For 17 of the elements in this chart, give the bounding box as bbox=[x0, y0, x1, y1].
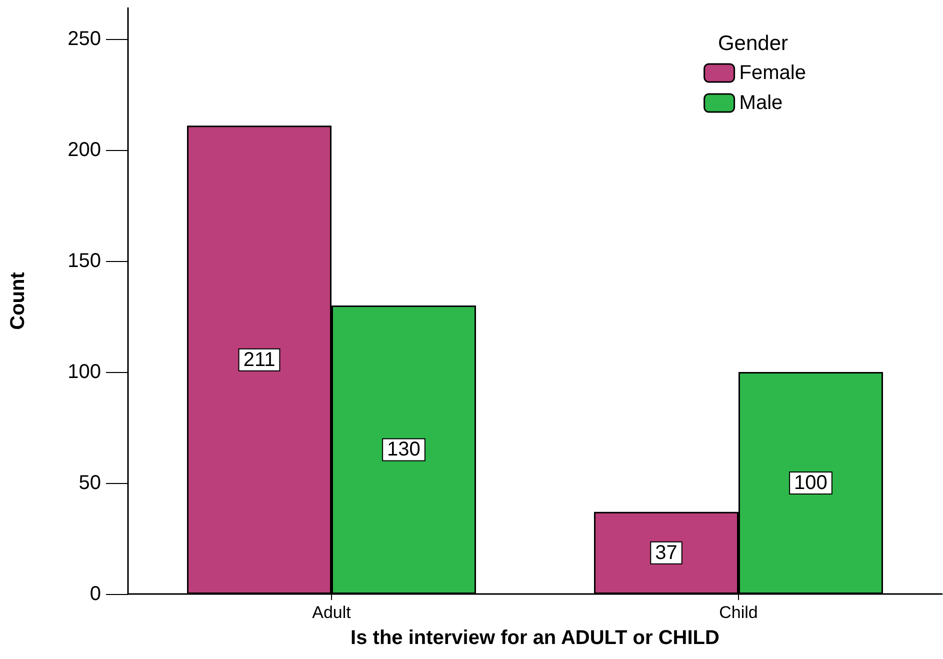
legend-title: Gender bbox=[718, 32, 788, 55]
y-tick-label: 150 bbox=[68, 250, 101, 272]
y-tick-label: 250 bbox=[68, 28, 101, 50]
y-axis-title: Count bbox=[7, 272, 29, 330]
y-tick-label: 100 bbox=[68, 361, 101, 384]
legend-label: Female bbox=[739, 62, 806, 84]
legend-label: Male bbox=[739, 92, 783, 114]
y-tick-label: 50 bbox=[78, 472, 101, 494]
x-tick-label: Adult bbox=[312, 603, 352, 622]
y-tick-label: 0 bbox=[90, 583, 101, 605]
data-label: 37 bbox=[655, 542, 678, 564]
data-label: 211 bbox=[243, 348, 276, 371]
data-label: 100 bbox=[794, 472, 828, 494]
y-tick-label: 200 bbox=[68, 139, 101, 162]
data-label: 130 bbox=[387, 438, 420, 461]
x-tick-label: Child bbox=[719, 603, 758, 622]
x-axis-title: Is the interview for an ADULT or CHILD bbox=[350, 627, 720, 649]
